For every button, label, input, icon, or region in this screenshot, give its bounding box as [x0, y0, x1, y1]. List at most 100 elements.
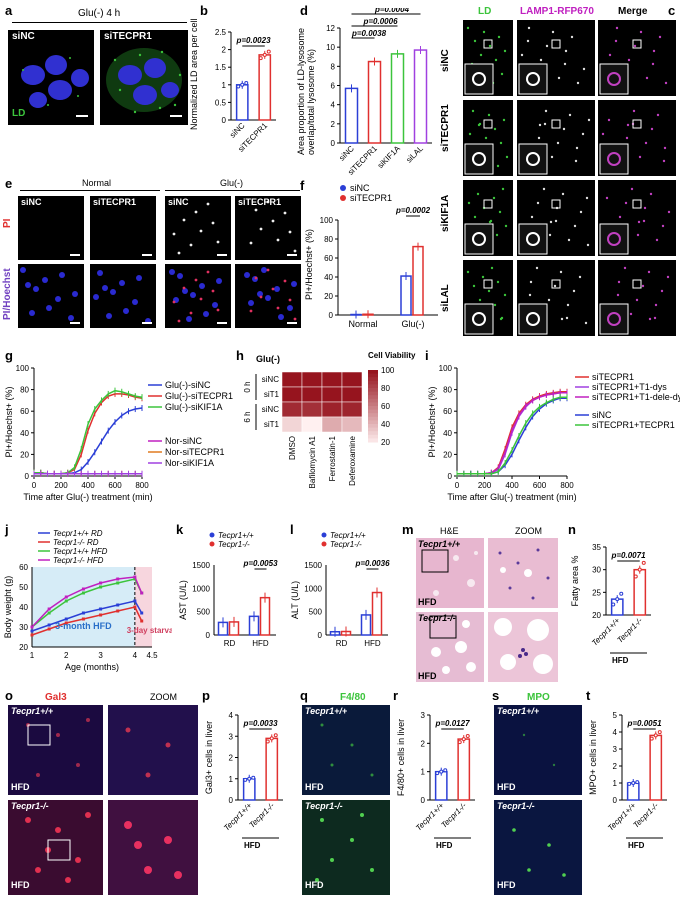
panel-e-image-0-1: siTECPR1: [90, 196, 156, 260]
inset-ring-0-1: [526, 72, 540, 86]
marker-j-2-4: [99, 585, 103, 589]
pi-dot-0-3-0: [259, 227, 263, 231]
legend-label-l-0: Tecpr1+/+: [330, 531, 366, 540]
puncta-1-0-5: [502, 118, 506, 122]
panel-n-chart: 20 25 30 35 Tecpr1+/+Tecpr1-/- p=0.0071 HFD Fat…: [570, 543, 651, 665]
pi-dot-0-2-6: [172, 232, 176, 236]
inset-3-0: [464, 303, 494, 335]
puncta-2-2-12: [605, 196, 609, 200]
panel-d-ylabel: Area proportion of LD-lysosome overlap/t…: [296, 27, 316, 155]
panel-e-cells-0-0: [70, 254, 80, 256]
y-label-j: Body weight (g): [3, 576, 13, 639]
pvalue-f: p=0.0002: [395, 206, 431, 215]
y-tick-label-f-4: 80: [324, 235, 333, 244]
pvalue-r: p=0.0127: [434, 719, 470, 728]
pi-dot-0-3-5: [288, 230, 292, 234]
panel-e-row-pi: PI: [2, 218, 13, 228]
diet-label-r: HFD: [436, 841, 453, 850]
puncta-2-2-9: [630, 187, 634, 191]
pi-dot-1-2-0: [182, 286, 186, 290]
heat-col-0: DMSO: [288, 436, 297, 460]
x-tick-label-i-4: 800: [560, 481, 574, 490]
x-tick-label-g-3: 600: [108, 481, 122, 490]
x-tick-label-g-4: 800: [135, 481, 149, 490]
panel-e-row-merge: PI/Hoechst: [2, 268, 13, 320]
puncta-2-1-0: [549, 220, 553, 224]
heat-col-1: Bafilomycin A1: [308, 435, 317, 488]
cbar-step-10: [368, 406, 378, 411]
y-tick-label-t-5: 5: [613, 711, 618, 720]
nucleus-1-0: [97, 270, 103, 276]
puncta-0-1-6: [545, 44, 549, 48]
marker-j-1-3: [81, 617, 85, 621]
x-label-n-0: Tecpr1+/+: [590, 616, 622, 648]
puncta-1-1-4: [550, 155, 554, 159]
legend-label-i-0: siTECPR1: [592, 372, 634, 382]
puncta-2-0-13: [489, 219, 493, 223]
series-line-i-3: [457, 397, 567, 475]
y-label-l: ALT (U/L): [290, 581, 300, 619]
point-p-1-2: [273, 733, 278, 738]
y-tick-label-p-4: 4: [229, 711, 234, 720]
puncta-1-1-11: [537, 136, 541, 140]
panel-e-image-1-0: [18, 264, 84, 328]
panel-c-cells-1-0: [464, 109, 509, 175]
cbar-step-1: [368, 373, 378, 378]
puncta-0-2-0: [615, 26, 619, 30]
point-t-1-1: [653, 733, 658, 738]
cbar-tick-1: 80: [381, 384, 390, 393]
puncta-2-0-8: [504, 224, 508, 228]
puncta-1-2-11: [625, 136, 629, 140]
panel-label-b: b: [200, 3, 208, 18]
cbar-step-18: [368, 434, 378, 439]
cbar-step-8: [368, 398, 378, 403]
puncta-1-2-0: [626, 123, 630, 127]
puncta-0-2-9: [608, 53, 612, 57]
heat-cell-0-2: [321, 371, 343, 388]
pvalue-k: p=0.0053: [242, 559, 278, 568]
cbar-step-16: [368, 427, 378, 432]
pi-dot-0-2-5: [211, 221, 215, 225]
pi-dot-0-3-6: [249, 241, 253, 245]
panel-e-image-0-2: siNC: [165, 196, 231, 260]
x-tick-label-g-1: 200: [54, 481, 68, 490]
panel-label-n: n: [568, 522, 576, 537]
point-n-0-0: [611, 602, 616, 607]
nucleus-0-1: [33, 286, 39, 292]
pi-dot-0-2-0: [182, 218, 186, 222]
cbar-tick-3: 40: [381, 420, 390, 429]
y-label-t: MPO+ cells in liver: [588, 720, 598, 795]
cbar-tick-2: 60: [381, 402, 390, 411]
y-tick-label-i-4: 80: [443, 386, 452, 395]
roi-box-3-2: [632, 279, 642, 289]
bar-l-1-1: [371, 591, 383, 636]
heat-cell-1-2: [321, 386, 343, 403]
puncta-1-1-5: [587, 118, 591, 122]
nucleus-0-5: [29, 310, 35, 316]
roi-box-2-1: [551, 199, 561, 209]
panel-c-cells-0-1: [518, 26, 586, 95]
inset-0-0: [464, 63, 494, 95]
marker-j-1-0: [30, 633, 34, 637]
pi-dot-0-3-3: [254, 208, 258, 212]
y-tick-label-g-1: 20: [20, 450, 29, 459]
puncta-3-2-11: [647, 270, 651, 274]
pi-dot-0-3-1: [276, 238, 280, 242]
point-p-0-1: [247, 776, 252, 781]
panel-c-cells-1-2: [599, 109, 667, 175]
x-label-l-1: HFD: [364, 639, 381, 648]
y-tick-label-r-3: 3: [421, 711, 426, 720]
x-label-t-1: Tecpr1-/-: [631, 801, 660, 830]
puncta-1-0-2: [471, 109, 475, 113]
nucleus-2-1: [190, 292, 196, 298]
puncta-3-1-1: [529, 280, 533, 284]
x-tick-label-j-0: 1: [30, 651, 35, 660]
nucleus-3-3: [291, 281, 297, 287]
puncta-2-1-9: [542, 187, 546, 191]
point-n-0-1: [615, 597, 620, 602]
nucleus-0-3: [59, 272, 65, 278]
panel-label-d: d: [300, 3, 308, 18]
x-tick-label-j-4: 4.5: [146, 651, 158, 660]
panel-o-col-gal3: Gal3: [45, 692, 67, 703]
